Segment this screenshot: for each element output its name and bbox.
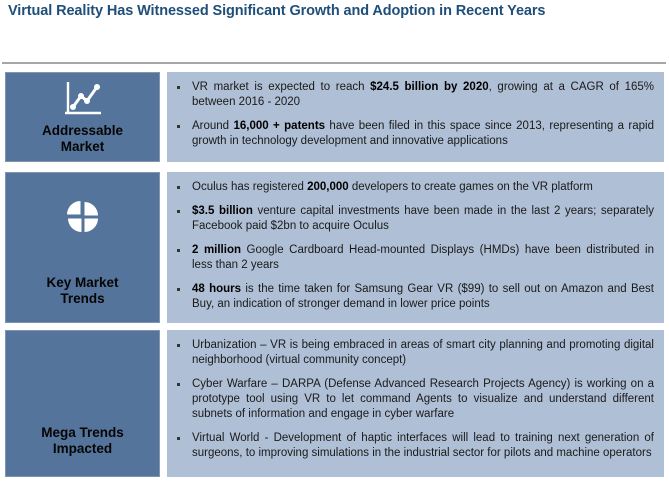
bullet-marker [177,210,180,213]
bullet-text: 48 hours is the time taken for Samsung G… [192,283,654,310]
bullet-text: Urbanization – VR is being embraced in a… [192,339,654,366]
section-row-1: Key Market Trends Oculus has registered 2… [0,172,669,323]
bullet-text: VR market is expected to reach $24.5 bil… [192,81,654,108]
bullet-marker [177,249,180,252]
section-label-box: Key Market Trends [5,172,160,323]
bullet-marker [177,125,180,128]
section-row-2: Mega Trends Impacted Urbanization – VR is… [0,330,669,477]
bullet-item: VR market is expected to reach $24.5 bil… [175,80,654,110]
section-label-box: Addressable Market [5,72,160,162]
bullet-marker [177,383,180,386]
section-row-0: Addressable Market VR market is expected … [0,72,669,162]
title-divider [2,62,666,64]
bullet-item: 48 hours is the time taken for Samsung G… [175,282,654,312]
bullet-text: Virtual World - Development of haptic in… [192,432,654,459]
bullet-item: Around 16,000 + patents have been filed … [175,119,654,149]
pie-chart-icon [65,199,101,235]
section-label: Addressable Market [41,123,124,154]
bullet-text: Around 16,000 + patents have been filed … [192,120,654,147]
line-chart-icon [60,79,106,119]
section-label: Key Market Trends [46,275,119,306]
bullet-marker [177,288,180,291]
bullet-item: 2 million Google Cardboard Head-mounted … [175,243,654,273]
bullet-marker [177,86,180,89]
bullet-item: Oculus has registered 200,000 developers… [175,180,654,195]
bullet-marker [177,344,180,347]
bullet-item: Cyber Warfare – DARPA (Defense Advanced … [175,377,654,422]
section-label: Mega Trends Impacted [41,425,124,456]
bullet-marker [177,437,180,440]
bullet-item: Virtual World - Development of haptic in… [175,431,654,461]
bullet-text: Oculus has registered 200,000 developers… [192,181,593,193]
page-title: Virtual Reality Has Witnessed Significan… [8,3,546,19]
bullet-item: Urbanization – VR is being embraced in a… [175,338,654,368]
bullet-text: $3.5 billion venture capital investments… [192,205,654,232]
bullet-text: Cyber Warfare – DARPA (Defense Advanced … [192,378,654,420]
section-label-box: Mega Trends Impacted [5,330,160,477]
section-panel: Oculus has registered 200,000 developers… [167,172,664,323]
section-panel: VR market is expected to reach $24.5 bil… [167,72,664,162]
bullet-marker [177,186,180,189]
section-panel: Urbanization – VR is being embraced in a… [167,330,664,477]
bullet-item: $3.5 billion venture capital investments… [175,204,654,234]
bullet-text: 2 million Google Cardboard Head-mounted … [192,244,654,271]
